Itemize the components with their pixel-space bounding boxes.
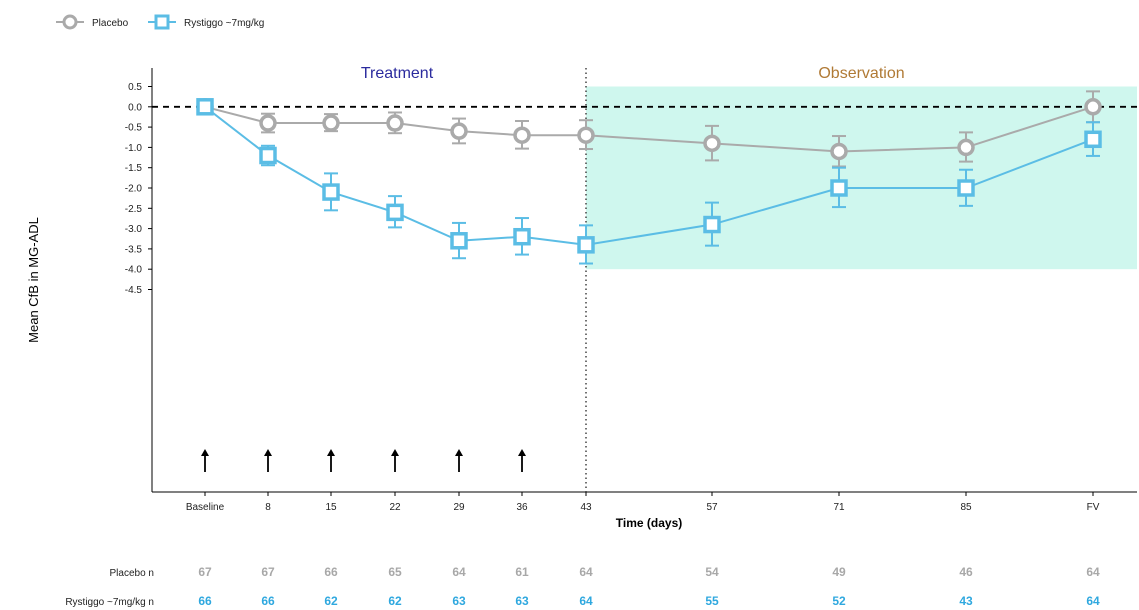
n-value-placebo: 61 [515,565,529,579]
placebo-point [386,114,404,132]
rystiggo-point [386,203,404,222]
n-value-rystiggo: 52 [832,594,846,608]
n-value-rystiggo: 66 [261,594,275,608]
y-tick-label: -2.5 [125,204,143,215]
placebo-point [1084,98,1102,116]
y-tick-label: -3.5 [125,244,143,255]
y-tick-label: -3.0 [125,224,143,235]
dosing-arrow-head [391,449,399,456]
n-value-placebo: 67 [198,565,212,579]
placebo-point [513,126,531,144]
legend-placebo-label: Placebo [92,18,129,29]
y-tick-label: 0.0 [128,102,142,113]
n-value-placebo: 65 [388,565,402,579]
placebo-point [957,138,975,157]
placebo-point [259,114,277,132]
dosing-arrow-head [518,449,526,456]
dosing-arrow-head [455,449,463,456]
n-value-placebo: 64 [579,565,593,579]
x-tick-label: 71 [833,502,845,513]
legend-rystiggo-marker [154,14,170,30]
n-row-label-placebo: Placebo n [110,568,154,579]
rystiggo-point [259,146,277,165]
rystiggo-point [513,227,531,246]
x-tick-label: 29 [453,502,465,513]
rystiggo-point [957,179,975,197]
y-tick-label: -1.0 [125,143,143,154]
n-value-rystiggo: 62 [324,594,338,608]
y-axis-title: Mean CfB in MG-ADL [26,217,41,343]
y-tick-label: -4.0 [125,265,143,276]
n-value-rystiggo: 63 [452,594,466,608]
dosing-arrow-head [264,449,272,456]
x-tick-label: 8 [265,502,271,513]
n-value-placebo: 54 [705,565,719,579]
n-value-placebo: 66 [324,565,338,579]
placebo-point [450,122,468,140]
placebo-point [577,126,595,144]
n-value-placebo: 49 [832,565,846,579]
rystiggo-point [450,232,468,250]
phase-label-observation: Observation [818,65,904,82]
dosing-arrow-head [201,449,209,456]
y-tick-label: -2.0 [125,184,143,195]
legend-placebo-marker [62,14,78,30]
x-tick-label: 15 [325,502,337,513]
rystiggo-point [322,183,340,201]
n-value-rystiggo: 64 [579,594,593,608]
x-tick-label: Baseline [186,502,225,513]
n-value-placebo: 64 [1086,565,1100,579]
n-value-rystiggo: 62 [388,594,402,608]
x-tick-label: 22 [389,502,401,513]
placebo-point [703,134,721,153]
rystiggo-point [703,215,721,234]
x-axis-title: Time (days) [616,516,682,530]
y-tick-label: -1.5 [125,163,143,174]
n-value-placebo: 67 [261,565,275,579]
y-tick-label: -4.5 [125,285,143,296]
y-tick-label: -0.5 [125,123,143,134]
x-tick-label: 85 [960,502,972,513]
series-placebo [196,90,1102,168]
rystiggo-point [830,179,848,197]
n-value-rystiggo: 64 [1086,594,1100,608]
legend-rystiggo-label: Rystiggo ~7mg/kg [184,18,264,29]
n-row-label-rystiggo: Rystiggo ~7mg/kg n [65,597,154,608]
observation-band [586,86,1137,270]
n-value-rystiggo: 43 [959,594,973,608]
rystiggo-point [1084,130,1102,149]
placebo-point [322,114,340,132]
placebo-point [830,142,848,161]
series-rystiggo [196,98,1102,265]
phase-label-treatment: Treatment [361,65,434,82]
n-value-placebo: 64 [452,565,466,579]
n-value-rystiggo: 55 [705,594,719,608]
x-tick-label: 57 [706,502,718,513]
rystiggo-point [196,98,214,116]
n-value-rystiggo: 63 [515,594,529,608]
y-tick-label: 0.5 [128,82,142,93]
n-value-rystiggo: 66 [198,594,212,608]
x-tick-label: FV [1087,502,1100,513]
x-tick-label: 43 [580,502,592,513]
legend: Placebo Rystiggo ~7mg/kg [56,14,264,30]
dosing-arrow-head [327,449,335,456]
rystiggo-point [577,236,595,254]
x-tick-label: 36 [516,502,528,513]
n-value-placebo: 46 [959,565,973,579]
